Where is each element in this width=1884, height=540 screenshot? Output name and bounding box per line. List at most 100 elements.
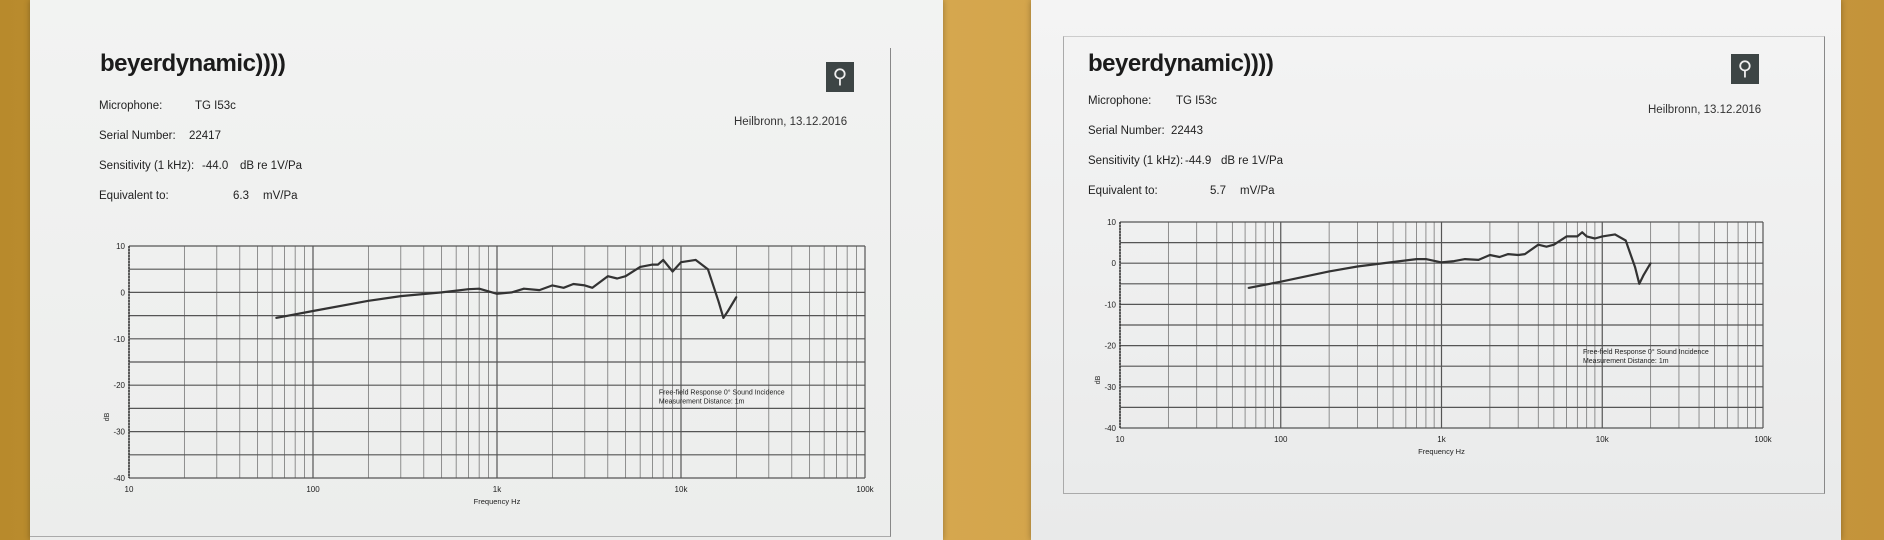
data-point	[680, 261, 682, 264]
data-point	[572, 283, 575, 285]
serial-label: Serial Number:	[1088, 125, 1165, 137]
y-tick-label: -40	[1104, 424, 1116, 433]
data-point	[1328, 270, 1331, 273]
brand-logo: beyerdynamic))))	[1088, 50, 1274, 77]
equivalent-value: 6.3	[233, 190, 249, 202]
data-point	[1581, 231, 1584, 234]
data-point	[722, 317, 725, 319]
brand-logo: beyerdynamic))))	[100, 50, 286, 77]
x-tick-label: 10	[1116, 435, 1125, 444]
data-point	[1415, 258, 1418, 260]
x-axis-label: Frequency Hz	[1418, 447, 1465, 456]
sensitivity-unit: dB re 1V/Pa	[240, 160, 303, 172]
x-axis-label: Frequency Hz	[474, 497, 521, 506]
data-point	[1498, 256, 1501, 258]
data-point	[706, 268, 709, 271]
data-point	[1523, 253, 1526, 256]
x-tick-label: 100k	[856, 485, 874, 494]
y-tick-label: -20	[1104, 342, 1116, 351]
data-point	[735, 296, 738, 298]
data-point	[496, 292, 498, 295]
microphone-value: TG I53c	[195, 100, 236, 112]
data-point	[1649, 262, 1652, 265]
page-frame	[30, 48, 891, 537]
data-point	[1614, 233, 1616, 236]
data-point	[562, 286, 565, 289]
data-point	[671, 270, 674, 273]
x-tick-label: 10	[125, 485, 134, 494]
data-point	[1545, 245, 1548, 248]
data-point	[616, 277, 619, 280]
data-point	[1624, 239, 1627, 242]
x-tick-label: 1k	[1437, 435, 1446, 444]
data-point	[367, 299, 370, 302]
y-axis-label: dB	[104, 412, 111, 421]
data-point	[1552, 243, 1555, 246]
y-tick-label: 0	[1112, 259, 1117, 268]
data-point	[275, 317, 277, 319]
x-tick-label: 100k	[1754, 435, 1772, 444]
x-tick-label: 10k	[1596, 435, 1610, 444]
data-point	[583, 284, 586, 287]
data-point	[624, 275, 627, 278]
x-tick-label: 100	[306, 485, 320, 494]
data-point	[1601, 235, 1604, 238]
info-block: Microphone: TG I53c Serial Number: 22443 S…	[1088, 95, 1283, 215]
sensitivity-value: -44.0	[202, 160, 229, 172]
data-point	[1638, 282, 1641, 285]
data-point	[1642, 274, 1645, 277]
data-point	[510, 291, 513, 294]
data-point	[1425, 258, 1427, 260]
microphone-value: TG I53c	[1176, 95, 1217, 107]
datasheet-right: beyerdynamic)))) ⚲ Microphone: TG I53c Se…	[1031, 0, 1841, 540]
data-point	[727, 310, 729, 312]
info-block: Microphone: TG I53c Serial Number: 22417 S…	[99, 100, 302, 220]
place-date: Heilbronn, 13.12.2016	[734, 116, 848, 128]
y-tick-label: 0	[121, 288, 126, 297]
page-frame	[1063, 36, 1825, 494]
data-point	[1634, 266, 1636, 269]
data-point	[1593, 237, 1596, 240]
y-tick-label: -20	[113, 381, 125, 390]
data-point	[651, 263, 654, 266]
data-point	[694, 259, 697, 261]
data-point	[1517, 254, 1520, 256]
annotation-text: Free-field Response 0° Sound Incidence	[1583, 348, 1709, 356]
data-point	[1247, 287, 1250, 289]
data-point	[1464, 258, 1466, 260]
y-tick-label: -40	[113, 474, 125, 483]
data-point	[606, 275, 609, 278]
data-point	[1576, 235, 1579, 238]
datasheet-left: beyerdynamic)))) ⚲ Microphone: TG I53c Se…	[30, 0, 943, 540]
x-tick-label: 10k	[675, 485, 689, 494]
response-curve	[1248, 231, 1652, 289]
sensitivity-unit: dB re 1V/Pa	[1221, 155, 1284, 167]
y-tick-label: -10	[113, 335, 125, 344]
microphone-icon: ⚲	[826, 62, 854, 92]
place-date: Heilbronn, 13.12.2016	[1648, 104, 1762, 116]
x-tick-label: 1k	[493, 485, 502, 494]
y-tick-label: -30	[113, 428, 125, 437]
equivalent-unit: mV/Pa	[1240, 185, 1275, 197]
data-point	[662, 259, 665, 261]
data-point	[639, 265, 642, 268]
data-point	[522, 287, 525, 290]
data-point	[1477, 259, 1480, 261]
data-point	[1453, 260, 1456, 263]
data-point	[1507, 253, 1510, 256]
data-point	[467, 288, 470, 291]
y-tick-label: 10	[1107, 218, 1116, 227]
serial-value: 22417	[189, 130, 221, 142]
sensitivity-label: Sensitivity (1 kHz):	[99, 160, 195, 172]
microphone-label: Microphone:	[99, 100, 163, 112]
data-point	[591, 286, 594, 289]
y-tick-label: -10	[1104, 300, 1116, 309]
y-tick-label: -30	[1104, 383, 1116, 392]
data-point	[657, 263, 659, 266]
data-point	[440, 291, 443, 294]
data-point	[1392, 261, 1395, 263]
data-point	[551, 284, 554, 287]
data-point	[478, 287, 481, 290]
